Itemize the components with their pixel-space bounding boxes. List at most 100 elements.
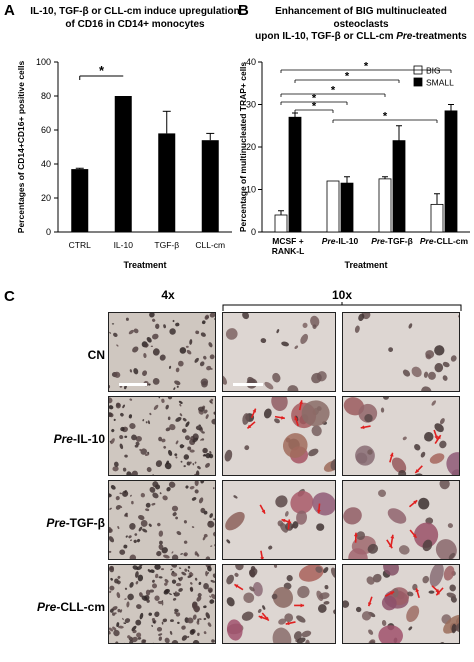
cell <box>147 420 151 425</box>
cell <box>197 632 200 637</box>
cell <box>203 409 208 414</box>
cell <box>429 565 444 587</box>
cell <box>343 600 350 608</box>
cell <box>198 424 202 427</box>
cell <box>145 589 151 596</box>
cell <box>116 402 121 407</box>
cell <box>196 621 200 625</box>
cell <box>159 540 163 545</box>
red-arrowhead <box>299 400 303 405</box>
cell <box>147 569 152 573</box>
cell <box>203 617 207 621</box>
cell <box>196 553 200 557</box>
cell <box>109 331 112 334</box>
cell <box>249 568 258 577</box>
panel-b-title-end: -treatments <box>412 31 467 42</box>
cell <box>302 322 308 329</box>
red-arrowhead <box>317 509 321 514</box>
cell <box>170 572 178 577</box>
cell <box>168 593 172 595</box>
cell <box>420 451 426 458</box>
cell <box>378 489 386 497</box>
cell <box>207 572 209 575</box>
cell <box>176 531 182 536</box>
cell <box>117 608 121 613</box>
cell <box>117 575 121 579</box>
cell <box>187 574 192 579</box>
y-tick-label: 40 <box>41 159 51 169</box>
red-arrowhead <box>285 621 290 626</box>
cell <box>208 589 213 593</box>
cell <box>207 565 212 572</box>
x-tick-label: CTRL <box>69 240 91 250</box>
cell <box>434 345 445 356</box>
bar <box>201 140 219 232</box>
cell <box>129 398 133 401</box>
cell <box>442 361 450 368</box>
panel-b-title-italic: Pre <box>396 31 413 42</box>
cell <box>158 633 163 636</box>
cell <box>144 343 149 348</box>
cell <box>192 639 200 643</box>
cell <box>315 566 323 573</box>
cell <box>368 629 374 635</box>
cell <box>119 505 123 508</box>
cell <box>318 604 327 613</box>
cell <box>146 599 150 603</box>
cell <box>130 494 132 497</box>
cell <box>113 332 118 337</box>
cell <box>151 502 156 506</box>
cell <box>398 545 410 555</box>
cell <box>203 355 207 360</box>
red-arrowhead <box>389 452 394 457</box>
cell <box>372 573 382 583</box>
red-arrowhead <box>415 469 420 473</box>
cell <box>367 543 379 554</box>
y-tick-label: 0 <box>46 227 51 237</box>
cell <box>175 417 182 422</box>
cell <box>135 571 139 578</box>
cell <box>198 497 204 504</box>
row-label-cn: CN <box>87 348 105 362</box>
cell <box>175 456 178 459</box>
significance-star: * <box>383 111 388 123</box>
cell <box>252 581 263 597</box>
cell <box>109 627 114 632</box>
cell <box>179 403 182 407</box>
cell <box>381 595 397 611</box>
cell <box>171 579 177 584</box>
cell <box>133 539 137 544</box>
cell <box>142 370 148 376</box>
cell <box>300 333 309 345</box>
cell <box>367 449 373 455</box>
cell <box>194 461 197 464</box>
cell <box>114 612 117 615</box>
cell <box>170 619 174 623</box>
cell <box>158 397 161 399</box>
cell <box>205 612 210 619</box>
cell <box>271 397 288 412</box>
cell <box>113 418 116 421</box>
x-tick-label: TGF-β <box>154 240 179 250</box>
cell <box>152 579 155 583</box>
cell <box>296 637 306 643</box>
cell <box>224 449 233 462</box>
panel-a-title: IL-10, TGF-β or CLL-cm induce upregulati… <box>30 6 240 31</box>
cell <box>209 313 215 318</box>
panel-b-title-line2: upon IL-10, TGF-β or CLL-cm Pre-treatmen… <box>250 31 472 44</box>
cell <box>110 438 115 445</box>
cell <box>189 485 195 490</box>
cell <box>173 592 180 597</box>
cell <box>413 473 423 475</box>
cell <box>310 315 320 327</box>
x-axis-label: Treatment <box>344 260 387 270</box>
bar <box>71 169 89 232</box>
cell <box>161 547 168 554</box>
cell <box>195 470 200 475</box>
cell <box>131 636 138 643</box>
cell <box>178 400 183 404</box>
cell <box>128 329 134 335</box>
cell <box>161 600 164 603</box>
cell <box>122 490 129 497</box>
cell <box>183 465 186 468</box>
